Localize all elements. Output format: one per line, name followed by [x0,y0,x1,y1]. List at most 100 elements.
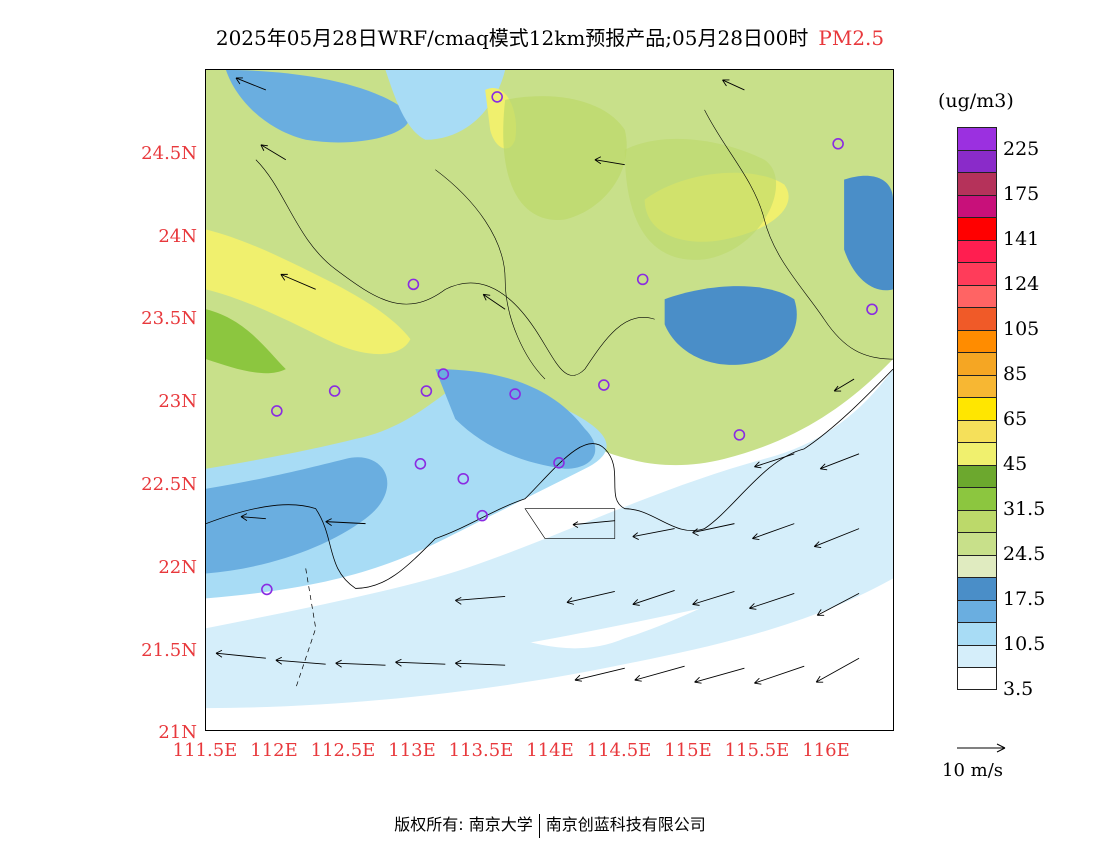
wind-vector [215,649,266,659]
chart-title: 2025年05月28日WRF/cmaq模式12km预报产品;05月28日00时 P… [0,22,1100,51]
footer-copyright: 版权所有: 南京大学 [394,815,533,834]
wind-vector [813,528,860,548]
coastline [295,568,317,689]
concentration-zone [624,138,777,260]
y-tick-label: 21.5N [141,640,197,661]
colorbar-label: 31.5 [1003,497,1046,520]
station-marker [832,137,844,150]
colorbar-label: 24.5 [1003,542,1046,565]
station-marker [553,457,565,469]
concentration-zone [206,538,893,709]
colorbar-swatch [957,599,997,622]
wind-vector [833,378,855,392]
station-marker [598,379,610,391]
wind-vector [275,656,326,665]
wind-vector [754,453,795,469]
x-tick-label: 113.5E [448,740,514,761]
footer-divider [538,813,540,838]
y-tick-label: 24N [158,226,197,247]
wind-vector [455,595,506,605]
wind-vector [754,665,805,685]
x-tick-label: 115E [664,740,712,761]
colorbar-swatch [957,577,997,600]
colorbar-label: 85 [1003,362,1028,385]
wind-vector [632,589,675,606]
colorbar-swatch [957,239,997,262]
y-tick-label: 23.5N [141,308,197,329]
colorbar-label: 45 [1003,452,1028,475]
concentration-zone [435,369,596,469]
colorbar-swatch [957,194,997,217]
colorbar-swatch [957,667,997,690]
colorbar-swatch [957,644,997,667]
title-pollutant: PM2.5 [818,26,885,50]
station-markers [261,91,878,596]
x-tick-label: 116E [802,740,850,761]
colorbar-swatch [957,487,997,510]
concentration-zone [206,229,411,355]
wind-vector [692,590,735,606]
colorbar-swatch [957,464,997,487]
wind-vector [260,144,287,161]
wind-vectors [215,77,860,685]
wind-vector [722,79,745,91]
wind-vector [816,593,860,616]
station-marker [491,91,503,103]
wind-vector [694,667,745,684]
colorbar-swatch [957,509,997,532]
title-main: 2025年05月28日WRF/cmaq模式12km预报产品;05月28日00时 [215,26,809,50]
colorbar-label: 10.5 [1003,632,1046,655]
colorbar-swatch [957,262,997,285]
x-tick-label: 111.5E [172,740,238,761]
colorbar-label: 3.5 [1003,677,1034,700]
coastline [206,368,893,589]
concentration-zone [206,369,893,661]
colorbar-swatch [957,217,997,240]
colorbar-swatch [957,329,997,352]
station-marker [328,385,341,397]
wind-vector [325,518,366,526]
colorbar-swatch [957,127,997,150]
wind-vector [815,657,860,683]
pm25-map [205,69,894,731]
y-tick-label: 22.5N [141,474,197,495]
x-tick-label: 115.5E [724,740,790,761]
colorbar-swatch [957,554,997,577]
wind-vector [819,453,860,471]
concentration-zone [206,309,286,374]
y-tick-label: 24.5N [141,143,197,164]
y-tick-label: 21N [158,722,197,743]
coastline [524,508,616,539]
wind-vector [482,293,506,310]
wind-vector [455,659,506,668]
colorbar-swatch [957,442,997,465]
concentration-zone [664,286,797,365]
concentration-zone [385,70,506,140]
station-marker [261,583,273,596]
colorbar [957,127,997,690]
colorbar-swatch [957,149,997,172]
province-boundary [435,169,546,380]
wind-vector [692,523,735,536]
colorbar-swatch [957,622,997,645]
wind-vector [632,528,675,540]
x-tick-label: 112E [250,740,298,761]
reference-vector-arrow [957,743,1006,753]
wind-vector [240,513,266,522]
wind-vector [634,665,685,682]
x-tick-label: 114.5E [586,740,652,761]
colorbar-label: 124 [1003,272,1040,295]
station-marker [457,472,470,485]
colorbar-swatch [957,374,997,397]
wind-vector [749,592,795,610]
x-tick-label: 114E [526,740,574,761]
wind-vector [594,156,625,166]
footer: 版权所有: 南京大学 南京创蓝科技有限公司 [0,811,1100,838]
station-marker [414,458,427,470]
station-marker [476,509,488,522]
x-tick-label: 113E [388,740,436,761]
concentration-zone [225,70,410,143]
concentration-zone [844,175,893,291]
station-marker [733,429,746,441]
station-marker [509,388,521,400]
